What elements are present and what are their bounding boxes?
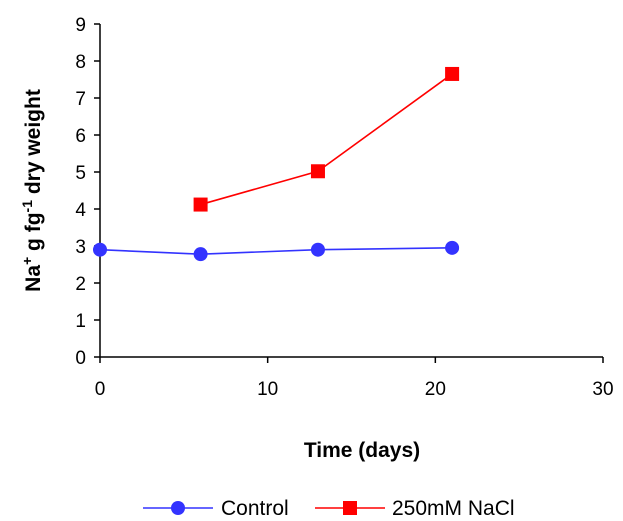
y-tick-label: 4	[75, 200, 86, 221]
data-point-control	[445, 240, 460, 255]
y-axis-title-sup2: -1	[19, 200, 35, 213]
x-ticks: 0 10 20 30	[95, 357, 614, 400]
x-tick-label: 0	[95, 379, 106, 400]
y-tick-label: 9	[75, 15, 86, 36]
data-point-250mm-nacl	[193, 197, 208, 212]
y-tick-label: 0	[75, 348, 86, 369]
legend: Control 250mM NaCl	[143, 497, 515, 520]
data-point-control	[93, 242, 107, 257]
y-tick-label: 6	[75, 126, 86, 147]
y-tick-label: 7	[75, 89, 86, 110]
series-line-control	[99, 247, 453, 255]
legend-marker-control	[171, 501, 185, 515]
legend-label-control: Control	[221, 497, 289, 520]
data-point-control	[310, 242, 325, 257]
series-layer	[93, 66, 460, 262]
y-tick-label: 3	[75, 237, 86, 258]
y-axis-title: Na+ g fg-1 dry weight	[19, 89, 45, 292]
y-tick-label: 2	[75, 274, 86, 295]
data-point-250mm-nacl	[445, 66, 460, 81]
x-tick-label: 10	[257, 379, 278, 400]
y-axis-title-base: Na	[22, 265, 45, 292]
y-tick-label: 8	[75, 52, 86, 73]
data-point-250mm-nacl	[310, 164, 325, 179]
y-tick-label: 5	[75, 163, 86, 184]
y-axis-title-mid: g fg	[22, 212, 45, 256]
plot-area: 0 1 2 3 4 5 6 7 8 9 0 10 20 30	[75, 15, 613, 400]
data-point-control	[193, 247, 208, 262]
legend-label-250mm-nacl: 250mM NaCl	[392, 497, 515, 520]
x-axis-title: Time (days)	[304, 439, 420, 462]
y-ticks: 0 1 2 3 4 5 6 7 8 9	[75, 15, 100, 369]
y-axis-title-sup1: +	[19, 257, 35, 265]
legend-marker-250mm-nacl	[343, 501, 357, 515]
y-axis-title-end: dry weight	[22, 89, 45, 200]
y-tick-label: 1	[75, 311, 86, 332]
x-tick-label: 30	[592, 379, 613, 400]
series-line-250mm-nacl	[200, 73, 453, 206]
x-tick-label: 20	[425, 379, 446, 400]
